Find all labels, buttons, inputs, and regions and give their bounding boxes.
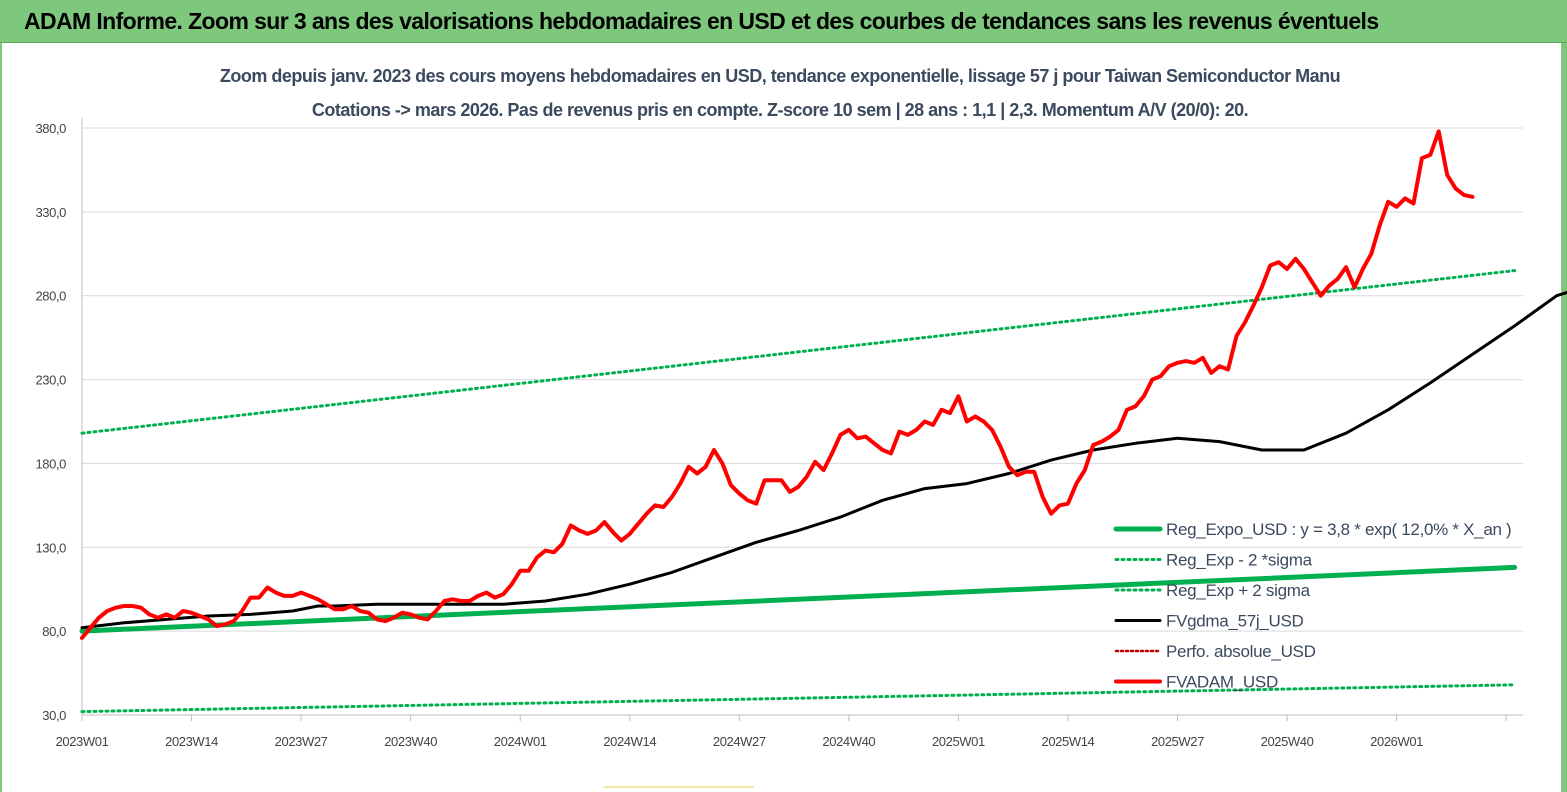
x-tick-label: 2024W14 xyxy=(603,734,656,749)
x-tick-label: 2023W40 xyxy=(384,734,437,749)
chart-frame xyxy=(0,43,1567,792)
report-header: ADAM Informe. Zoom sur 3 ans des valoris… xyxy=(0,0,1567,43)
x-tick-label: 2025W01 xyxy=(932,734,985,749)
x-tick-label: 2023W27 xyxy=(275,734,328,749)
legend-entry: Reg_Expo_USD : y = 3,8 * exp( 12,0% * X_… xyxy=(1166,520,1511,539)
legend-entry: Reg_Exp - 2 *sigma xyxy=(1166,551,1313,570)
y-tick-label: 380,0 xyxy=(35,121,66,136)
y-tick-label: 330,0 xyxy=(35,205,66,220)
legend-entry: Reg_Exp + 2 sigma xyxy=(1166,581,1311,600)
series-line-3 xyxy=(80,290,1567,630)
series-line-4 xyxy=(80,129,1475,640)
series-line-1 xyxy=(80,683,1517,714)
x-tick-label: 2024W27 xyxy=(713,734,766,749)
chart-title-line-1: Zoom depuis janv. 2023 des cours moyens … xyxy=(220,66,1340,86)
x-tick-label: 2023W01 xyxy=(56,734,109,749)
legend-entry: FVgdma_57j_USD xyxy=(1166,612,1304,631)
frame-accent xyxy=(604,786,754,788)
y-tick-label: 80,0 xyxy=(42,624,66,639)
x-tick-label: 2026W01 xyxy=(1370,734,1423,749)
y-tick-label: 180,0 xyxy=(35,456,66,471)
series-line-0 xyxy=(79,564,1518,634)
report-title: ADAM Informe. Zoom sur 3 ans des valoris… xyxy=(24,8,1379,34)
y-tick-label: 130,0 xyxy=(35,540,66,555)
y-tick-label: 30,0 xyxy=(42,708,66,723)
legend-entry: FVADAM_USD xyxy=(1166,673,1278,692)
axes: 30,0 80,0 130,0 180,0 230,0 280,0 330,0 380,0 20… xyxy=(35,118,1523,749)
y-tick-label: 280,0 xyxy=(35,289,66,304)
series-layer xyxy=(79,129,1567,714)
legend-entry: Perfo. absolue_USD xyxy=(1166,642,1316,661)
x-tick-label: 2024W01 xyxy=(494,734,547,749)
y-tick-label: 230,0 xyxy=(35,373,66,388)
x-tick-label: 2024W40 xyxy=(822,734,875,749)
x-tick-label: 2023W14 xyxy=(165,734,218,749)
chart-title-line-2: Cotations -> mars 2026. Pas de revenus p… xyxy=(312,100,1248,120)
x-tick-label: 2025W14 xyxy=(1042,734,1095,749)
x-tick-label: 2025W27 xyxy=(1151,734,1204,749)
x-tick-label: 2025W40 xyxy=(1261,734,1314,749)
legend: Reg_Expo_USD : y = 3,8 * exp( 12,0% * X_… xyxy=(1113,520,1512,692)
grid xyxy=(82,127,1523,716)
series-line-2 xyxy=(80,269,1517,435)
